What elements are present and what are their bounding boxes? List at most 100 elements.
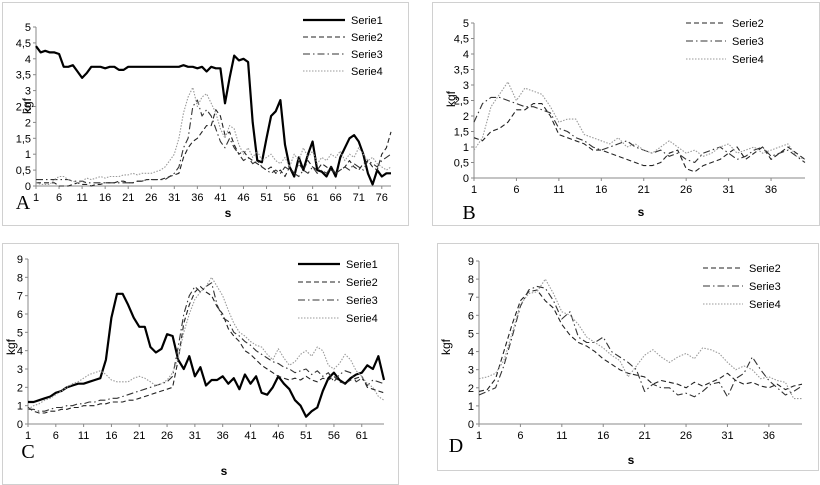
x-tick-label: 16 [105,430,117,442]
x-tick-label: 31 [189,430,201,442]
chart-svg-b: 00,511,522,533,544,551 6 11 16 21 26 31 36Serie… [444,18,806,224]
x-tick-label: 11 [76,192,87,204]
x-tick-label: 36 [217,430,229,442]
y-axis-label: kgf [439,338,453,355]
legend-label-serie4: Serie4 [749,299,781,311]
y-tick-label: 0 [25,181,31,193]
x-tick-label: 11 [556,430,567,442]
y-tick-label: 1 [468,401,474,413]
y-tick-label: 3 [25,86,31,98]
legend-label-serie2: Serie2 [346,277,378,289]
y-tick-label: 8 [468,274,474,286]
y-tick-label: 6 [17,309,23,321]
x-tick-label: 21 [122,192,134,204]
panel-letter-d: D [449,435,463,457]
y-tick-label: 1 [17,401,23,413]
x-tick-label: 26 [680,430,692,442]
y-tick-label: 3 [463,80,469,92]
series-line-serie3 [478,285,803,398]
y-tick-label: 2 [25,117,31,129]
y-axis-label: kgf [444,90,458,107]
x-tick-label: 6 [513,184,519,196]
legend-label-serie3: Serie3 [749,281,781,293]
y-tick-label: 4,5 [16,38,31,50]
y-tick-label: 3,5 [16,70,31,82]
x-tick-label: 61 [306,192,318,204]
y-tick-label: 0 [463,173,469,185]
y-tick-label: 7 [468,292,474,304]
series-line-serie2 [27,285,385,414]
x-axis-label: s [628,453,635,467]
x-tick-label: 41 [214,192,226,204]
x-tick-label: 16 [595,184,607,196]
y-tick-label: 1 [25,149,31,161]
y-tick-label: 5 [463,18,469,30]
x-tick-label: 1 [33,192,39,204]
y-tick-label: 2,5 [454,96,469,108]
x-tick-label: 31 [722,184,734,196]
x-tick-label: 1 [25,430,31,442]
series-line-serie4 [27,276,385,410]
x-tick-label: 71 [353,192,365,204]
x-tick-label: 26 [145,192,157,204]
x-tick-label: 1 [471,184,477,196]
x-axis-label: s [221,464,228,478]
series-line-serie2 [473,103,806,173]
y-tick-label: 0,5 [454,158,469,170]
chart-panel-c: 0 1 2 3 4 5 6 7 8 9 1 6 11 16 21 26 31 36 41 46 51 56 61 Serie1… [2,243,399,485]
x-tick-label: 56 [283,192,295,204]
x-tick-label: 31 [168,192,180,204]
x-tick-label: 36 [763,430,775,442]
legend-label-serie1: Serie1 [351,15,383,27]
y-axis-label: kgf [4,338,18,355]
x-axis-label: s [638,205,645,219]
legend-label-serie4: Serie4 [346,313,378,325]
x-tick-label: 21 [638,184,650,196]
x-tick-label: 36 [191,192,203,204]
x-tick-label: 41 [244,430,256,442]
legend-label-serie1: Serie1 [346,259,378,271]
x-axis-label: s [225,206,232,220]
x-tick-label: 6 [56,192,62,204]
x-tick-label: 16 [597,430,609,442]
y-axis-label: kgf [20,97,34,114]
y-tick-label: 0 [468,419,474,431]
y-tick-label: 2 [17,382,23,394]
x-tick-label: 11 [553,184,564,196]
x-tick-label: 66 [330,192,342,204]
y-tick-label: 3,5 [454,65,469,77]
series-line-serie2 [36,109,392,187]
legend-label-serie4: Serie4 [351,66,383,78]
x-tick-label: 36 [765,184,777,196]
y-tick-label: 1 [463,142,469,154]
y-tick-label: 0 [17,419,23,431]
y-tick-label: 1,5 [454,127,469,139]
x-tick-label: 1 [476,430,482,442]
chart-panel-b: 0 0,5 1 1,5 2 2,5 3 3,5 4 4,5 5 1 6 11 16 21 26 31 36 Serie… [432,2,820,226]
y-tick-label: 5 [468,328,474,340]
x-tick-label: 61 [356,430,368,442]
series-line-serie1 [35,45,391,186]
y-tick-label: 3 [468,365,474,377]
x-tick-label: 56 [328,430,340,442]
panel-letter-c: C [21,441,34,463]
y-tick-label: 5 [17,327,23,339]
x-tick-label: 21 [133,430,145,442]
x-tick-label: 26 [680,184,692,196]
y-tick-label: 3 [17,364,23,376]
x-tick-label: 76 [376,192,388,204]
y-tick-label: 9 [468,256,474,268]
y-tick-label: 7 [17,291,23,303]
x-tick-label: 21 [639,430,651,442]
y-tick-label: 0,5 [16,165,31,177]
legend-label-serie3: Serie3 [346,295,378,307]
y-tick-label: 4 [463,49,469,61]
legend-label-serie3: Serie3 [351,49,383,61]
x-tick-label: 31 [721,430,733,442]
chart-panel-a: 0 0,5 1 1,5 2 2,5 3 3,5 4 4,5 5 1 6 11 16 21 26 31 36 41 46 5… [2,2,409,226]
x-tick-label: 51 [260,192,272,204]
series-line-serie1 [28,292,386,418]
y-tick-label: 6 [468,310,474,322]
